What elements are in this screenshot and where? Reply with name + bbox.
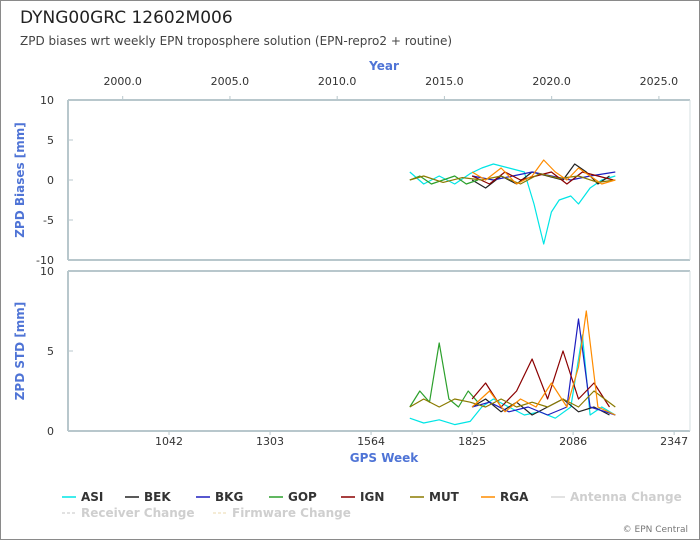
year-tick-label: 2010.0	[318, 75, 357, 88]
copyright-text: © EPN Central	[623, 525, 688, 535]
legend-label-bek: BEK	[144, 490, 171, 504]
panel-1-series-rga	[471, 310, 616, 416]
chart-title: DYNG00GRC 12602M006	[20, 8, 233, 28]
year-tick-label: 2005.0	[211, 75, 250, 88]
chart-subtitle: ZPD biases wrt weekly EPN troposphere so…	[20, 34, 453, 48]
panel-0-ytick-label: 5	[47, 134, 54, 147]
panel-1-ytick-label: 10	[40, 265, 54, 278]
panel-0-ytick-label: -5	[43, 214, 54, 227]
legend-label-rga: RGA	[500, 490, 529, 504]
week-tick-label: 1825	[458, 435, 486, 448]
week-tick-label: 2347	[660, 435, 688, 448]
panel-1-ytick-label: 0	[47, 425, 54, 438]
year-tick-label: 2020.0	[532, 75, 571, 88]
panel-1-series-ign	[471, 350, 611, 408]
bottom-x-axis-label: GPS Week	[350, 451, 420, 465]
panel-0-series-rga	[471, 159, 616, 185]
legend-label-asi: ASI	[81, 490, 103, 504]
year-tick-label: 2000.0	[103, 75, 142, 88]
panel-0-series-asi	[409, 163, 616, 245]
year-tick-label: 2025.0	[640, 75, 679, 88]
panel-1-series-bek	[471, 398, 610, 416]
panel-0-ytick-label: -10	[36, 254, 54, 267]
legend-label-receiver-change: Receiver Change	[81, 506, 195, 520]
panel-0-series-gop	[409, 175, 479, 185]
panel-1-ytick-label: 5	[47, 345, 54, 358]
week-tick-label: 1303	[256, 435, 284, 448]
legend-label-mut: MUT	[429, 490, 460, 504]
legend-label-firmware-change: Firmware Change	[232, 506, 351, 520]
panel-1-series-gop	[409, 342, 479, 408]
panel-1-series-bkg	[471, 318, 616, 416]
year-tick-label: 2015.0	[425, 75, 464, 88]
legend-label-gop: GOP	[288, 490, 317, 504]
panel-0-series-mut	[409, 173, 616, 185]
panel-0-ytick-label: 10	[40, 94, 54, 107]
panel-1-series-mut	[409, 390, 616, 408]
panel-1-y-axis-label: ZPD STD [mm]	[13, 302, 27, 401]
week-tick-label: 1042	[155, 435, 183, 448]
panel-0-y-axis-label: ZPD Biases [mm]	[13, 122, 27, 238]
legend-label-bkg: BKG	[215, 490, 243, 504]
week-tick-label: 1564	[357, 435, 385, 448]
week-tick-label: 2086	[559, 435, 587, 448]
panel-0-ytick-label: 0	[47, 174, 54, 187]
legend-label-antenna-change: Antenna Change	[570, 490, 682, 504]
top-x-axis-label: Year	[368, 59, 399, 73]
legend-label-ign: IGN	[360, 490, 384, 504]
